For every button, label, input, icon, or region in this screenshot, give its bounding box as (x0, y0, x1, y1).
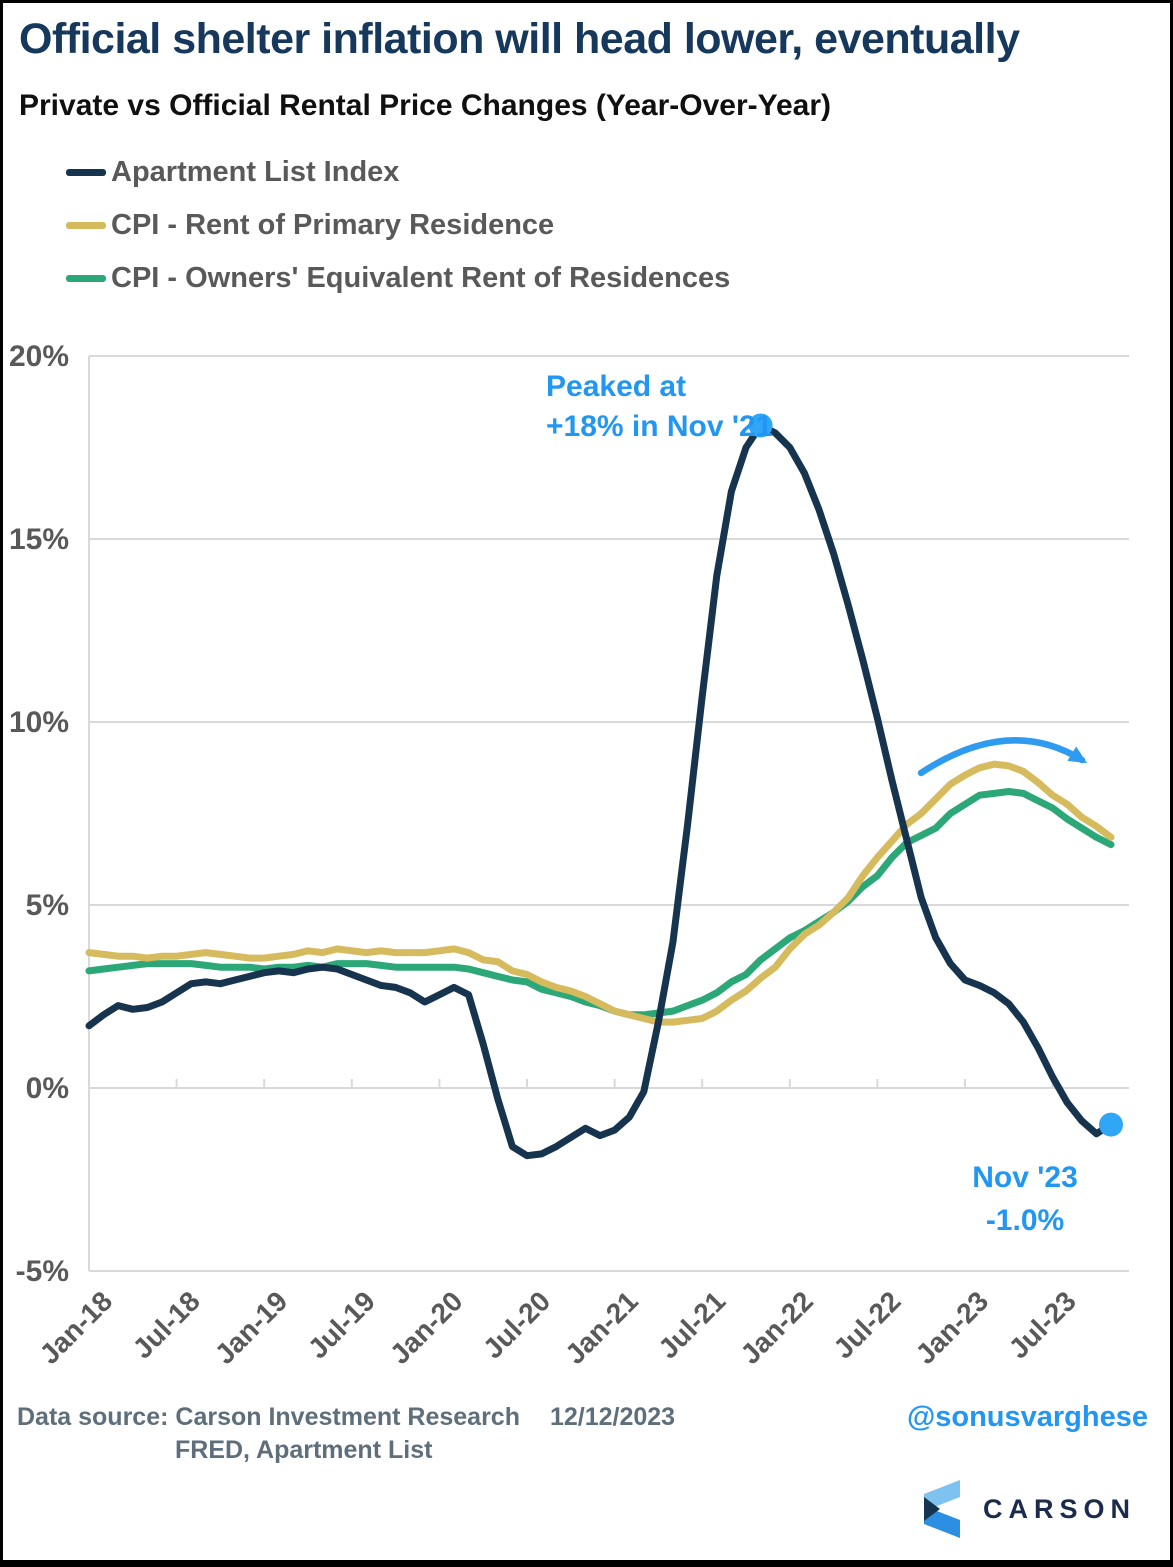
y-tick-label: 20% (9, 340, 69, 373)
x-tick-label: Jan-20 (384, 1285, 469, 1370)
x-tick-label: Jul-20 (477, 1285, 556, 1364)
x-tick-label: Jan-19 (209, 1285, 294, 1370)
y-tick-label: 0% (26, 1072, 69, 1105)
legend-swatch-green (66, 275, 106, 282)
twitter-handle: @sonusvarghese (906, 1401, 1148, 1433)
chart-subtitle: Private vs Official Rental Price Changes… (19, 89, 832, 122)
end-annotation: Nov '23 (972, 1161, 1078, 1194)
y-tick-label: 10% (9, 706, 69, 739)
legend-swatch-gold (66, 222, 106, 229)
y-tick-label: -5% (16, 1255, 69, 1288)
x-tick-label: Jan-23 (910, 1285, 995, 1370)
peak-annotation: Peaked at (546, 370, 686, 403)
legend-item-cpi-rent: CPI - Rent of Primary Residence (66, 199, 730, 252)
source-text: Data source: Carson Investment Research (17, 1403, 520, 1431)
legend-item-cpi-oer: CPI - Owners' Equivalent Rent of Residen… (66, 252, 730, 305)
data-point-marker (1099, 1112, 1123, 1137)
x-tick-label: Jan-22 (734, 1285, 819, 1370)
data-point-marker (748, 413, 773, 438)
y-tick-label: 5% (26, 889, 69, 922)
x-tick-label: Jul-23 (1003, 1285, 1082, 1364)
source-text-line2: FRED, Apartment List (175, 1436, 433, 1464)
chart-date: 12/12/2023 (549, 1403, 676, 1431)
carson-logo: CARSON (924, 1480, 1136, 1538)
series-line (85, 760, 1115, 1026)
line-chart: 20% 15% 10% 5% 0% -5%Jan-18 Jul-18 Jan-19 Jul-19… (9, 340, 1129, 1370)
legend-label: Apartment List Index (111, 156, 400, 188)
carson-wordmark: CARSON (983, 1493, 1137, 1524)
rolling-over-arrow (917, 737, 1088, 777)
legend-item-apartment-list: Apartment List Index (66, 146, 730, 199)
legend-label: CPI - Owners' Equivalent Rent of Residen… (111, 262, 731, 294)
x-tick-label: Jul-21 (652, 1285, 731, 1364)
data-source-note: Data source: Carson Investment Research … (17, 1401, 675, 1467)
legend: Apartment List Index CPI - Rent of Prima… (66, 146, 730, 305)
x-tick-label: Jul-18 (127, 1285, 206, 1364)
series-line (85, 422, 1115, 1160)
x-tick-label: Jul-19 (302, 1285, 381, 1364)
x-tick-label: Jan-18 (34, 1285, 119, 1370)
x-tick-label: Jul-22 (827, 1285, 906, 1364)
page-title: Official shelter inflation will head low… (19, 15, 1020, 63)
legend-swatch-navy (66, 169, 106, 176)
carson-logo-icon (924, 1480, 960, 1538)
end-annotation: -1.0% (986, 1204, 1064, 1237)
peak-annotation: +18% in Nov '21 (546, 410, 772, 443)
x-tick-label: Jan-21 (559, 1285, 644, 1370)
legend-label: CPI - Rent of Primary Residence (111, 209, 555, 241)
y-tick-label: 15% (9, 523, 69, 556)
